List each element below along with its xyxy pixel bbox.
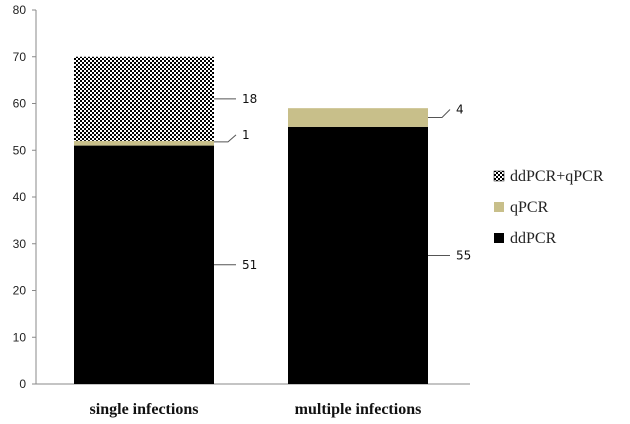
legend-label: qPCR (510, 199, 549, 216)
y-tick-label: 50 (13, 143, 27, 157)
bar-segment-ddpcr (288, 126, 428, 384)
legend-label: ddPCR+qPCR (510, 168, 604, 185)
data-label: 4 (456, 103, 464, 117)
legend-label: ddPCR (510, 230, 557, 247)
y-tick-label: 60 (13, 97, 27, 111)
y-tick-label: 20 (13, 284, 27, 298)
x-category-label: single infections (90, 401, 199, 418)
y-tick-label: 70 (13, 50, 27, 64)
bars-layer (74, 56, 428, 384)
legend-swatch (494, 233, 504, 243)
legend-swatch (494, 202, 504, 212)
bar-segment-ddpcr (74, 145, 214, 384)
data-label-leader (214, 134, 237, 143)
bar-segment-qpcr (288, 108, 428, 127)
x-category-label: multiple infections (295, 401, 422, 418)
y-tick-label: 80 (13, 3, 27, 17)
axis-layer: 0 10 20 30 40 50 60 70 80 single infections multip… (13, 3, 470, 418)
legend: ddPCR+qPCR qPCR ddPCR (493, 168, 604, 247)
data-label: 18 (242, 92, 257, 106)
legend-swatch (493, 170, 505, 182)
y-tick-label: 10 (13, 330, 27, 344)
data-label: 1 (242, 128, 250, 142)
y-tick-label: 0 (19, 377, 26, 391)
bar-segment-qpcr (74, 140, 214, 146)
bar-segment-ddpcr-qpcr (74, 56, 214, 141)
y-tick-label: 40 (13, 190, 27, 204)
y-tick-label: 30 (13, 237, 27, 251)
data-label: 51 (242, 258, 257, 272)
data-label-leader (428, 109, 451, 119)
data-label: 55 (456, 248, 471, 262)
data-labels-layer: 51 1 18 55 4 (214, 92, 471, 272)
